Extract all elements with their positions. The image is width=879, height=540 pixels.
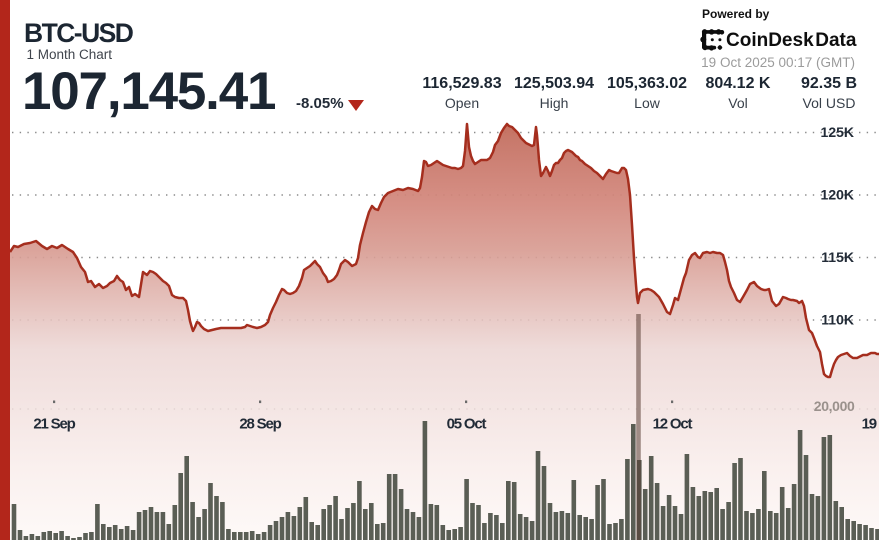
svg-text:125K: 125K [821,124,854,140]
svg-text:19 Oct: 19 Oct [862,416,879,433]
svg-text:20,000: 20,000 [814,398,855,414]
svg-text:120K: 120K [821,187,854,203]
svg-text:05 Oct: 05 Oct [447,416,487,433]
svg-text:28 Sep: 28 Sep [239,416,281,433]
svg-text:12 Oct: 12 Oct [653,416,693,433]
svg-text:115K: 115K [821,249,854,265]
svg-text:21 Sep: 21 Sep [33,416,75,433]
svg-text:110K: 110K [821,312,854,328]
